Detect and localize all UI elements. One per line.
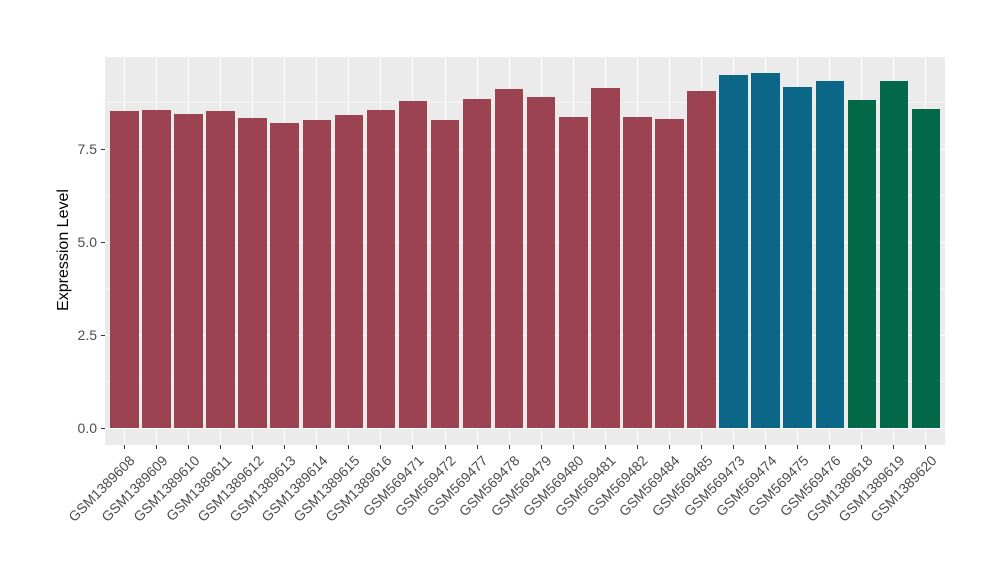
bar-GSM569475: [783, 86, 812, 428]
x-tick-mark: [188, 445, 190, 449]
bar-GSM569482: [623, 117, 652, 428]
x-tick-mark: [636, 445, 638, 449]
x-tick-mark: [701, 445, 702, 449]
y-tick-mark: [101, 427, 105, 429]
x-tick-mark: [380, 445, 382, 449]
x-tick-mark: [123, 445, 125, 449]
x-tick-mark: [412, 445, 414, 449]
gridline-minor-h: [105, 381, 945, 382]
bar-GSM569472: [430, 119, 460, 428]
y-tick-label: 2.5: [77, 327, 97, 343]
x-tick-mark: [668, 445, 670, 449]
bar-GSM1389610: [174, 113, 203, 428]
x-tick-mark: [540, 445, 542, 449]
bar-GSM1389612: [238, 118, 267, 428]
gridline-major-h: [105, 241, 945, 243]
bar-GSM1389616: [366, 110, 396, 428]
x-tick-mark: [155, 445, 157, 449]
gridline-major-h: [105, 148, 945, 150]
x-tick-mark: [476, 445, 478, 449]
bar-GSM569479: [526, 96, 556, 428]
bar-GSM1389609: [142, 110, 171, 428]
y-tick-label: 0.0: [77, 420, 97, 436]
y-axis-title: Expression Level: [55, 189, 72, 311]
bar-GSM1389615: [334, 114, 364, 428]
y-tick-mark: [101, 241, 105, 243]
bar-GSM1389613: [270, 122, 299, 428]
y-tick-mark: [101, 334, 105, 336]
gridline-major-h: [105, 55, 945, 57]
y-tick-label: 7.5: [77, 141, 97, 157]
gridline-minor-h: [105, 195, 945, 196]
bar-GSM569481: [591, 88, 620, 428]
plot-panel: [105, 55, 945, 445]
bar-GSM569474: [751, 73, 780, 428]
y-tick-mark: [101, 148, 105, 150]
bar-GSM569480: [559, 117, 588, 428]
bar-GSM1389620: [911, 108, 941, 428]
bar-GSM569478: [494, 89, 524, 428]
x-tick-mark: [797, 445, 799, 449]
x-tick-mark: [893, 445, 895, 449]
bar-GSM569484: [655, 119, 684, 428]
bar-GSM569477: [462, 99, 492, 428]
x-tick-mark: [861, 445, 863, 449]
bar-GSM1389608: [110, 111, 139, 428]
bar-GSM569473: [719, 74, 748, 428]
x-tick-mark: [444, 445, 446, 449]
bar-GSM1389614: [302, 120, 332, 428]
x-tick-mark: [604, 445, 606, 449]
x-tick-mark: [284, 445, 286, 449]
bar-GSM569485: [687, 91, 716, 428]
gridline-minor-h: [105, 102, 945, 103]
x-tick-mark: [765, 445, 767, 449]
gridline-major-h: [105, 334, 945, 336]
x-tick-mark: [925, 445, 927, 449]
bar-GSM1389618: [847, 100, 877, 428]
x-tick-mark: [572, 445, 574, 449]
x-tick-mark: [348, 445, 350, 449]
gridline-major-h: [105, 427, 945, 429]
y-tick-label: 5.0: [77, 234, 97, 250]
x-tick-mark: [829, 445, 831, 449]
bar-GSM1389619: [879, 80, 909, 428]
bar-GSM1389611: [206, 110, 235, 428]
x-tick-mark: [252, 445, 254, 449]
x-tick-mark: [316, 445, 318, 449]
x-tick-mark: [733, 445, 735, 449]
x-tick-mark: [220, 445, 222, 449]
gridline-minor-h: [105, 288, 945, 289]
x-tick-mark: [508, 445, 510, 449]
bar-GSM569476: [815, 81, 844, 428]
bar-GSM569471: [398, 100, 428, 428]
